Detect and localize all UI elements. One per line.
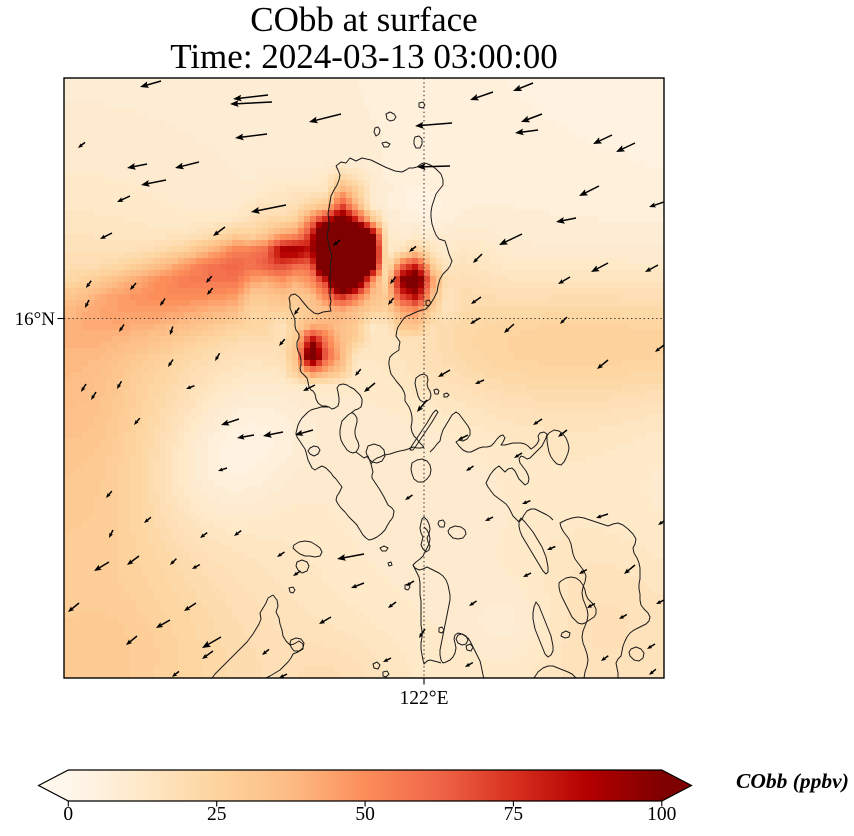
svg-text:0: 0 (63, 804, 73, 825)
svg-text:75: 75 (504, 804, 524, 825)
svg-text:CObb (ppbv): CObb (ppbv) (736, 769, 849, 793)
svg-text:100: 100 (647, 804, 676, 825)
svg-text:Time: 2024-03-13 03:00:00: Time: 2024-03-13 03:00:00 (170, 37, 558, 76)
svg-text:50: 50 (355, 804, 375, 825)
svg-text:122°E: 122°E (400, 688, 449, 709)
svg-text:CObb at surface: CObb at surface (250, 0, 477, 39)
svg-text:16°N: 16°N (15, 309, 56, 330)
svg-text:25: 25 (207, 804, 227, 825)
